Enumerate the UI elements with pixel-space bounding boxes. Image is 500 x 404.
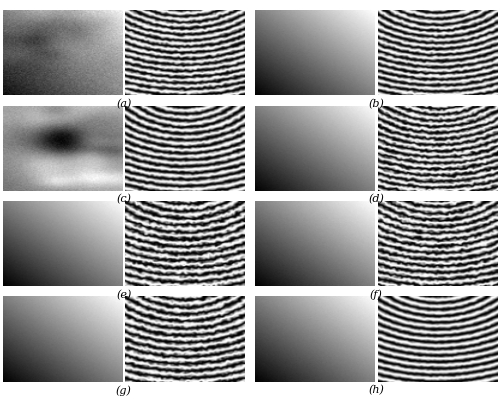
Text: (g): (g) [116,385,132,396]
Text: (b): (b) [368,99,384,109]
Text: (c): (c) [116,194,131,204]
Text: (d): (d) [368,194,384,204]
Text: (h): (h) [368,385,384,396]
Text: (e): (e) [116,290,132,300]
Text: (a): (a) [116,99,132,109]
Text: (f): (f) [370,290,382,300]
